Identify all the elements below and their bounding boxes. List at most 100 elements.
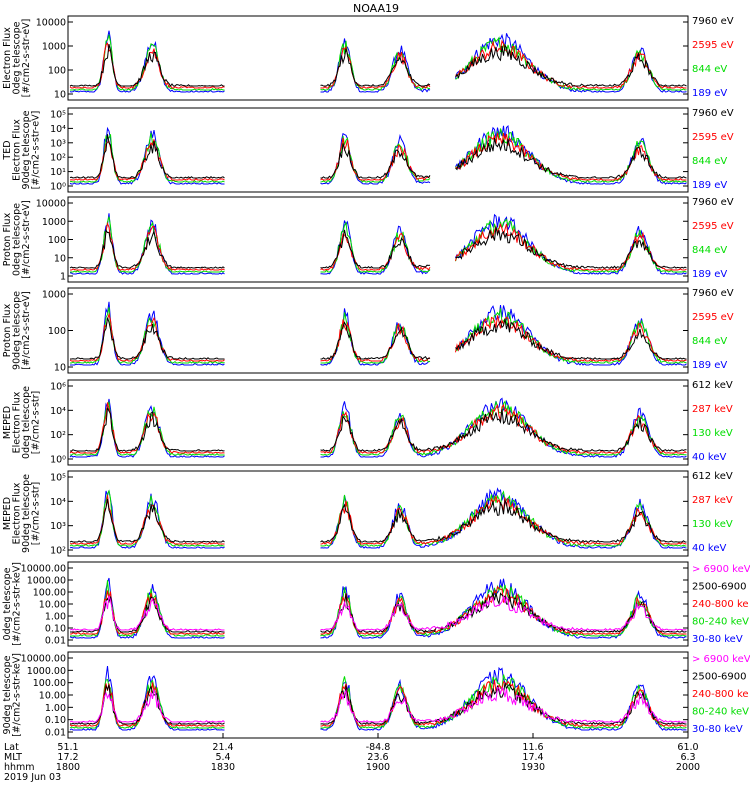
y-axis-label: Electron Flux <box>2 27 13 89</box>
series-trace-2 <box>70 307 687 364</box>
legend-entry: 2595 eV <box>692 312 734 323</box>
legend-entry: 844 eV <box>692 64 727 75</box>
y-axis-label: 0deg telescope <box>21 386 32 459</box>
series-trace-4 <box>70 407 687 452</box>
x-tick-label: 61.0 <box>677 742 698 753</box>
y-tick-label: 10000.00 <box>21 564 66 575</box>
y-axis-label: [#/cm2-s-str-eV] <box>21 291 32 370</box>
series-trace-3 <box>70 494 687 545</box>
series-trace-2 <box>70 580 687 637</box>
legend-entry: 240-800 ke <box>692 599 749 610</box>
panel-frame <box>67 107 689 193</box>
y-tick-label: 10⁶ <box>50 382 66 393</box>
figure-title: NOAA19 <box>353 2 399 15</box>
legend-entry: 612 keV <box>692 380 733 391</box>
series-trace-2 <box>70 400 687 456</box>
panel-frame <box>67 651 689 739</box>
series-trace-3 <box>69 679 687 727</box>
legend-entry: 612 keV <box>692 471 733 482</box>
series-trace-1 <box>70 301 687 366</box>
series-trace-4 <box>69 226 687 269</box>
series-trace-1 <box>69 397 687 458</box>
series-trace-2 <box>69 128 687 183</box>
legend-entry: 189 eV <box>692 180 727 191</box>
legend-entry: 189 eV <box>692 360 727 371</box>
y-axis-label: Proton Flux <box>2 303 13 357</box>
y-axis-label: [#/cm2-s-str-eV] <box>21 200 32 279</box>
y-axis-label: Proton Flux <box>2 212 13 266</box>
y-tick-label: 100 <box>48 235 66 246</box>
panel-frame <box>67 15 689 101</box>
y-tick-label: 10⁵ <box>50 110 66 121</box>
x-row-label: hhmm <box>4 762 35 773</box>
legend-entry: 30-80 keV <box>692 724 743 735</box>
x-tick-label: 51.1 <box>57 742 78 753</box>
y-tick-label: 100.00 <box>33 678 66 689</box>
series-trace-1 <box>69 125 687 185</box>
y-tick-label: 10 <box>54 363 66 374</box>
y-tick-label: 0.10 <box>45 715 66 726</box>
legend-entry: 2595 eV <box>692 40 734 51</box>
y-axis-label: [#/cm2-s-str-eV] <box>31 111 42 190</box>
series-trace-5 <box>69 595 687 631</box>
legend-entry: 189 eV <box>692 269 727 280</box>
legend-entry: 40 keV <box>692 543 726 554</box>
legend-entry: > 6900 keV <box>692 564 750 575</box>
x-tick-label: 11.6 <box>522 742 543 753</box>
y-tick-label: 10³ <box>50 138 66 149</box>
x-tick-label: 21.4 <box>212 742 233 753</box>
y-tick-label: 1.00 <box>45 612 66 623</box>
legend-entry: 130 keV <box>692 428 733 439</box>
legend-entry: 2500-6900 <box>692 582 747 593</box>
legend-entry: 30-80 keV <box>692 634 743 645</box>
x-tick-label: 6.3 <box>680 752 695 763</box>
y-axis-label: Electron Flux <box>12 119 23 181</box>
legend-entry: 7960 eV <box>692 108 734 119</box>
x-tick-label: 17.2 <box>57 752 78 763</box>
panel-frame <box>67 379 689 466</box>
y-axis-label: MEPED <box>2 497 13 530</box>
y-tick-label: 0.01 <box>45 636 66 647</box>
series-trace-4 <box>69 499 687 543</box>
y-tick-label: 10 <box>54 90 66 101</box>
y-axis-label: [#/cm2-s-str] <box>31 482 42 545</box>
y-tick-label: 10000 <box>36 199 66 210</box>
y-axis-label: 0deg telescope <box>12 203 23 276</box>
y-tick-label: 10⁴ <box>50 406 66 417</box>
y-tick-label: 10000 <box>36 18 66 29</box>
legend-entry: 287 keV <box>692 404 733 415</box>
y-axis-label: Electron Flux <box>12 391 23 453</box>
legend-entry: > 6900 keV <box>692 654 750 665</box>
y-axis-label: 90deg telescope <box>21 110 32 189</box>
y-tick-label: 10² <box>50 546 66 557</box>
y-tick-label: 10⁴ <box>50 124 66 135</box>
legend-entry: 7960 eV <box>692 197 734 208</box>
series-trace-4 <box>69 134 687 179</box>
panel-frame <box>67 470 689 557</box>
y-tick-label: 1.00 <box>45 703 66 714</box>
legend-entry: 80-240 keV <box>692 707 749 718</box>
series-trace-1 <box>69 213 687 275</box>
legend-entry: 844 eV <box>692 156 727 167</box>
series-trace-5 <box>69 686 687 723</box>
legend-entry: 7960 eV <box>692 288 734 299</box>
series-trace-3 <box>69 402 687 454</box>
legend-entry: 2595 eV <box>692 132 734 143</box>
x-tick-label: 5.4 <box>215 752 230 763</box>
series-trace-3 <box>69 312 687 363</box>
x-tick-label: -84.8 <box>366 742 391 753</box>
y-tick-label: 1000.00 <box>27 666 66 677</box>
y-axis-label: [#/cm2-s-str-eV] <box>21 19 32 98</box>
legend-entry: 287 keV <box>692 495 733 506</box>
y-tick-label: 1000 <box>42 42 66 53</box>
y-tick-label: 10⁰ <box>50 182 66 193</box>
legend-entry: 2500-6900 <box>692 672 747 683</box>
series-trace-3 <box>69 132 687 181</box>
series-trace-3 <box>70 585 687 635</box>
